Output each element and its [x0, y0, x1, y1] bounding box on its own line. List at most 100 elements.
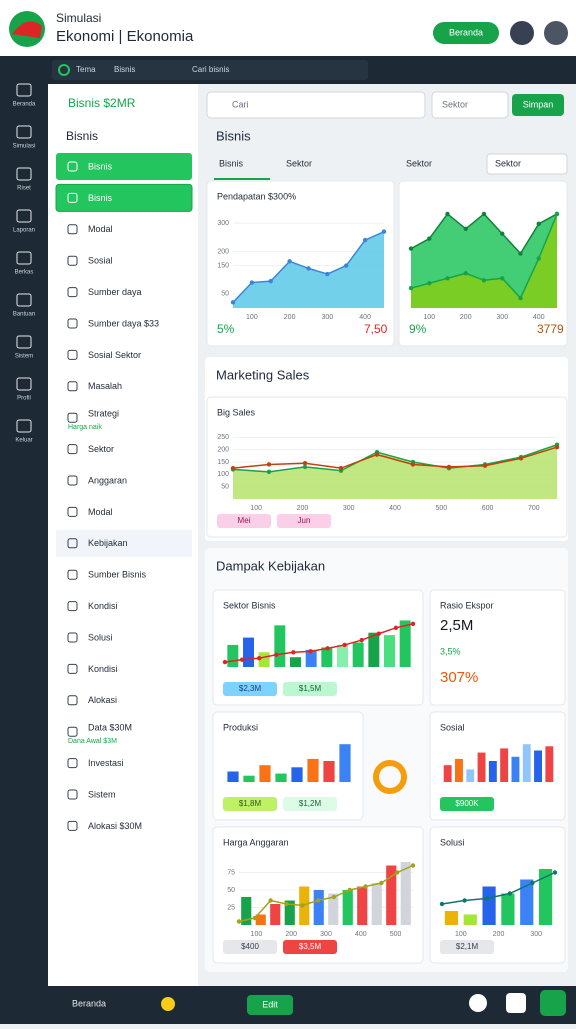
menu-icon[interactable] — [67, 569, 78, 580]
rail-icon[interactable] — [16, 167, 32, 181]
menu-icon[interactable] — [67, 381, 78, 392]
menu-item[interactable]: Sumber Bisnis — [88, 570, 147, 580]
menu-icon[interactable] — [67, 601, 78, 612]
rail-label[interactable]: Profil — [17, 396, 31, 402]
menu-icon[interactable] — [67, 475, 78, 486]
tab[interactable]: Sektor — [406, 158, 432, 168]
menu-item[interactable]: Sumber daya $33 — [88, 318, 159, 328]
select[interactable] — [431, 91, 509, 119]
menu-icon[interactable] — [67, 255, 78, 266]
menu-item[interactable]: Modal — [88, 507, 113, 517]
menu-item[interactable]: Data $30M — [88, 723, 132, 733]
menu-item[interactable]: Bisnis — [88, 193, 113, 203]
home-button-label[interactable]: Beranda — [449, 27, 483, 37]
tab[interactable]: Sektor — [286, 158, 312, 168]
menu-item[interactable]: Sektor — [88, 444, 114, 454]
search-placeholder[interactable]: Cari — [232, 99, 249, 109]
save-button-label[interactable]: Simpan — [523, 99, 554, 109]
home-button[interactable] — [433, 22, 499, 44]
edit-button[interactable] — [247, 995, 293, 1015]
menu-icon[interactable] — [67, 726, 78, 737]
toolbar-tab[interactable]: Tema — [76, 65, 96, 74]
menu-item[interactable]: Investasi — [88, 758, 124, 768]
search-box[interactable] — [206, 91, 426, 119]
menu-icon[interactable] — [67, 161, 78, 172]
edit-button-label[interactable]: Edit — [262, 999, 278, 1009]
rail-label[interactable]: Sistem — [15, 354, 33, 360]
toolbar-search[interactable]: Cari bisnis — [192, 65, 229, 74]
footer-icon[interactable] — [469, 994, 487, 1012]
rail-icon[interactable] — [16, 377, 32, 391]
point — [338, 465, 344, 471]
menu-item[interactable]: Strategi — [88, 409, 119, 419]
menu-icon[interactable] — [67, 758, 78, 769]
menu-icon[interactable] — [67, 444, 78, 455]
footer-icon[interactable] — [161, 997, 175, 1011]
menu-item[interactable]: Sosial Sektor — [88, 350, 141, 360]
sidebar-heading: Bisnis — [66, 129, 98, 143]
rail-label[interactable]: Berkas — [15, 270, 34, 276]
menu-item[interactable]: Sumber daya — [88, 287, 142, 297]
menu-icon[interactable] — [67, 349, 78, 360]
menu-icon[interactable] — [67, 506, 78, 517]
menu-icon[interactable] — [67, 632, 78, 643]
tab-select[interactable] — [486, 153, 568, 175]
rail-label[interactable]: Laporan — [13, 228, 35, 234]
menu-item[interactable]: Kondisi — [88, 664, 118, 674]
menu-item[interactable]: Sosial — [88, 256, 113, 266]
menu-item[interactable]: Alokasi — [88, 695, 117, 705]
rail-icon[interactable] — [16, 335, 32, 349]
menu-icon[interactable] — [67, 287, 78, 298]
tab[interactable]: Bisnis — [219, 158, 244, 168]
rail-label[interactable]: Bantuan — [13, 312, 35, 318]
menu-highlight[interactable] — [56, 529, 192, 557]
select-label[interactable]: Sektor — [442, 99, 468, 109]
menu-icon[interactable] — [67, 789, 78, 800]
menu-item[interactable]: Sistem — [88, 789, 116, 799]
menu-item[interactable]: Bisnis — [88, 161, 113, 171]
rail-label[interactable]: Simulasi — [13, 144, 36, 150]
rail-icon[interactable] — [16, 293, 32, 307]
footer-icon[interactable] — [540, 990, 566, 1016]
menu-icon[interactable] — [67, 663, 78, 674]
menu-sub[interactable]: Harga naik — [68, 424, 102, 431]
rail-icon[interactable] — [16, 209, 32, 223]
menu-sub[interactable]: Dana Awal $3M — [68, 738, 117, 745]
menu-icon[interactable] — [67, 192, 78, 203]
menu-icon[interactable] — [67, 224, 78, 235]
menu-selected[interactable] — [55, 183, 193, 212]
footer-menu[interactable]: Beranda — [72, 998, 106, 1008]
avatar[interactable] — [544, 21, 568, 45]
point — [410, 462, 416, 467]
footer-icon[interactable] — [506, 993, 526, 1013]
menu-item[interactable]: Alokasi $30M — [88, 821, 142, 831]
rail-icon[interactable] — [16, 125, 32, 139]
menu-item[interactable]: Solusi — [88, 632, 113, 642]
rail-icon[interactable] — [16, 251, 32, 265]
save-button[interactable] — [512, 94, 564, 116]
menu-icon[interactable] — [67, 538, 78, 549]
toolbar-tab[interactable]: Bisnis — [114, 65, 135, 74]
menu-icon[interactable] — [67, 820, 78, 831]
stat: 307% — [440, 669, 478, 686]
menu-item[interactable]: Kondisi — [88, 601, 118, 611]
menu-item[interactable]: Kebijakan — [88, 538, 128, 548]
rail-icon[interactable] — [16, 83, 32, 97]
rail-icon[interactable] — [16, 419, 32, 433]
rail-label[interactable]: Riset — [17, 186, 31, 192]
menu-icon[interactable] — [67, 412, 78, 423]
menu-active[interactable] — [56, 153, 192, 180]
chart-note: 7,50 — [364, 322, 388, 336]
rail-label[interactable]: Beranda — [13, 102, 36, 108]
menu-icon[interactable] — [67, 318, 78, 329]
rail-label[interactable]: Keluar — [15, 438, 32, 444]
menu-item[interactable]: Masalah — [88, 381, 122, 391]
point — [552, 870, 558, 875]
menu-item[interactable]: Anggaran — [88, 475, 127, 485]
menu-item[interactable]: Modal — [88, 224, 113, 234]
tab-select-label[interactable]: Sektor — [495, 158, 521, 168]
avatar[interactable] — [510, 21, 534, 45]
area — [411, 213, 557, 308]
menu-icon[interactable] — [67, 695, 78, 706]
pill — [277, 514, 331, 528]
